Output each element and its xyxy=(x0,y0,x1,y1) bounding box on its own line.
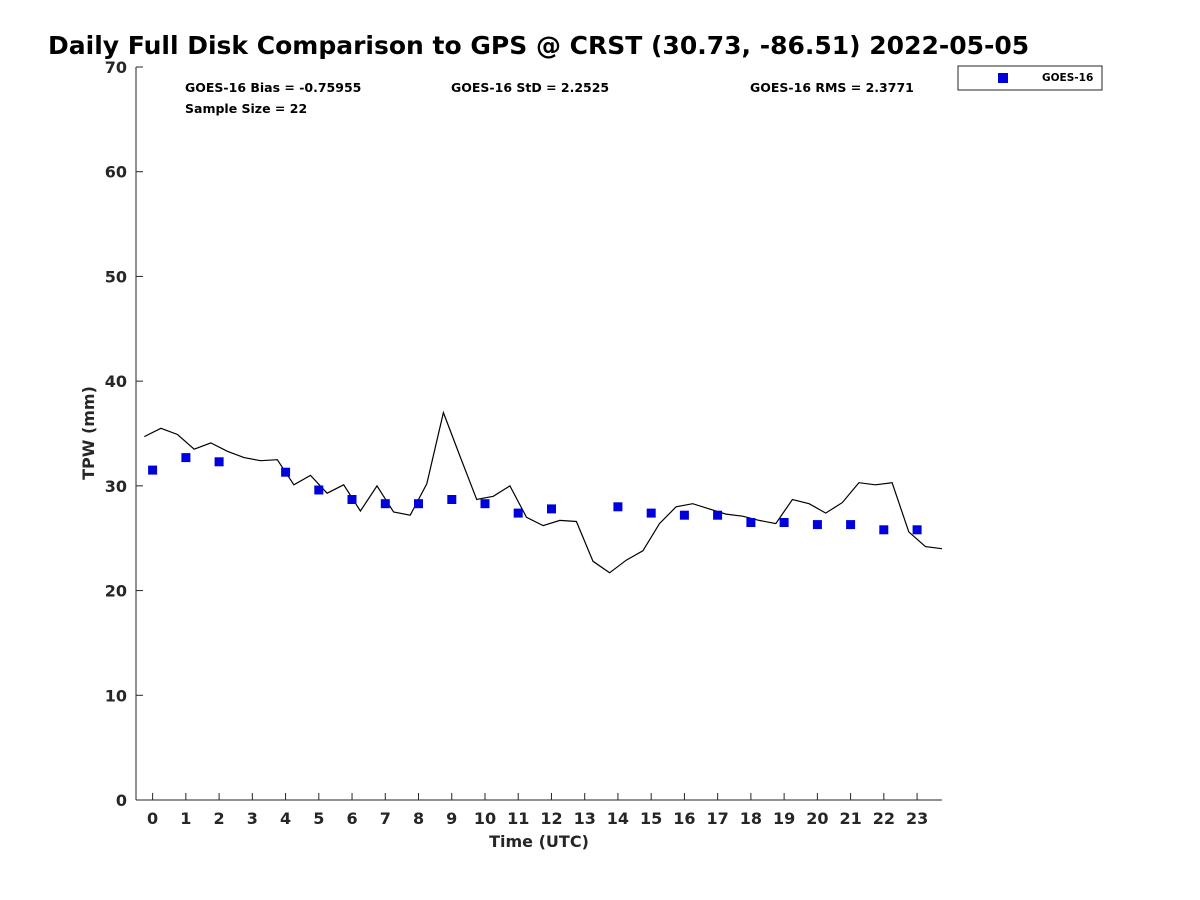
y-tick-label: 50 xyxy=(105,267,127,286)
stat-std: GOES-16 StD = 2.2525 xyxy=(451,80,609,95)
series-layer xyxy=(144,410,943,574)
x-tick-label: 12 xyxy=(540,809,562,828)
goes16-point xyxy=(148,465,158,475)
x-tick-label: 2 xyxy=(214,809,225,828)
goes16-point xyxy=(181,453,191,463)
goes16-point xyxy=(879,525,889,535)
goes16-point xyxy=(214,457,224,467)
x-tick-label: 3 xyxy=(247,809,258,828)
x-tick-label: 15 xyxy=(640,809,662,828)
x-tick-label: 9 xyxy=(446,809,457,828)
y-axis-label: TPW (mm) xyxy=(79,386,98,480)
y-axis-ticks: 0 10 20 30 40 50 60 70 xyxy=(105,58,143,810)
x-tick-label: 14 xyxy=(607,809,629,828)
y-tick-label: 10 xyxy=(105,686,127,705)
y-tick-label: 20 xyxy=(105,582,127,601)
goes16-point xyxy=(447,495,457,504)
goes16-point xyxy=(380,499,390,509)
goes16-point xyxy=(646,508,656,518)
x-tick-label: 23 xyxy=(906,809,928,828)
x-tick-label: 8 xyxy=(413,809,424,828)
legend-box xyxy=(957,65,1103,91)
x-tick-label: 16 xyxy=(673,809,695,828)
goes16-point xyxy=(314,485,324,495)
goes16-point xyxy=(414,499,423,509)
x-tick-label: 7 xyxy=(380,809,391,828)
goes16-point xyxy=(513,508,523,518)
x-tick-label: 5 xyxy=(313,809,324,828)
x-tick-label: 10 xyxy=(474,809,496,828)
x-tick-label: 19 xyxy=(773,809,795,828)
x-tick-label: 4 xyxy=(280,809,291,828)
x-axis-label: Time (UTC) xyxy=(489,832,589,851)
legend: GOES-16 xyxy=(957,65,1103,91)
x-tick-label: 21 xyxy=(839,809,861,828)
goes16-point xyxy=(347,495,357,504)
x-tick-label: 17 xyxy=(707,809,729,828)
goes16-point xyxy=(480,499,490,509)
gps-tpw-line xyxy=(144,410,943,574)
y-tick-label: 70 xyxy=(105,58,127,77)
goes16-point xyxy=(912,525,922,535)
chart-title: Daily Full Disk Comparison to GPS @ CRST… xyxy=(48,31,1029,60)
x-tick-label: 18 xyxy=(740,809,762,828)
goes16-point xyxy=(846,520,856,530)
legend-marker-goes16 xyxy=(998,73,1008,83)
goes16-point xyxy=(679,510,689,520)
x-tick-label: 22 xyxy=(873,809,895,828)
x-tick-label: 6 xyxy=(346,809,357,828)
goes16-point xyxy=(746,518,756,527)
y-tick-label: 30 xyxy=(105,477,127,496)
legend-label-goes16: GOES-16 xyxy=(1042,72,1093,84)
y-tick-label: 60 xyxy=(105,163,127,182)
x-tick-label: 0 xyxy=(147,809,158,828)
goes16-point xyxy=(812,520,822,530)
x-axis-ticks: 0 1 2 3 4 5 6 7 8 9 10 11 12 13 14 15 16 17 18 19 20 21 22 23 xyxy=(147,793,928,828)
goes16-point xyxy=(281,467,291,477)
goes16-point xyxy=(547,504,556,514)
x-tick-label: 20 xyxy=(806,809,828,828)
plot-frame xyxy=(136,67,942,800)
goes16-point xyxy=(779,518,789,527)
stat-rms: GOES-16 RMS = 2.3771 xyxy=(750,80,914,95)
stat-sample-size: Sample Size = 22 xyxy=(185,101,307,116)
goes16-point xyxy=(613,502,623,512)
y-tick-label: 0 xyxy=(116,791,127,810)
stat-bias: GOES-16 Bias = -0.75955 xyxy=(185,80,361,95)
x-tick-label: 13 xyxy=(574,809,596,828)
y-tick-label: 40 xyxy=(105,372,127,391)
goes16-point xyxy=(713,510,723,520)
x-tick-label: 1 xyxy=(180,809,191,828)
x-tick-label: 11 xyxy=(507,809,529,828)
